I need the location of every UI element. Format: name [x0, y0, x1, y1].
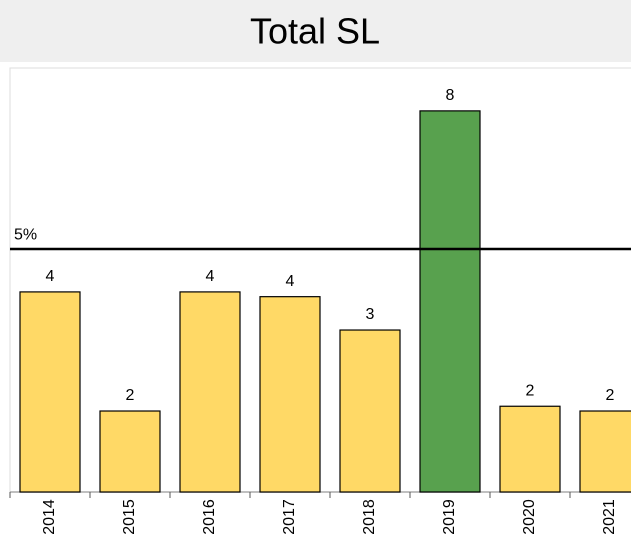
x-tick-label: 2014	[41, 499, 58, 535]
data-label: 4	[206, 268, 215, 285]
bar	[179, 291, 241, 493]
data-label: 2	[526, 382, 535, 399]
bar	[99, 410, 161, 493]
chart-title: Total SL	[250, 11, 380, 52]
data-label: 2	[126, 387, 135, 404]
x-tick-label: 2015	[121, 499, 138, 535]
title-band	[0, 0, 631, 62]
bar	[19, 291, 81, 493]
x-tick-label: 2019	[441, 499, 458, 535]
data-label: 2	[606, 387, 615, 404]
bar	[579, 410, 631, 493]
x-tick-label: 2017	[281, 499, 298, 535]
data-label: 8	[446, 87, 455, 104]
x-tick-label: 2016	[201, 499, 218, 535]
threshold-label: 5%	[14, 226, 37, 243]
bar	[419, 110, 481, 493]
x-tick-label: 2018	[361, 499, 378, 535]
data-label: 3	[366, 306, 375, 323]
bar	[499, 405, 561, 493]
bar	[339, 329, 401, 493]
x-tick-label: 2020	[521, 499, 538, 535]
data-label: 4	[46, 268, 55, 285]
data-label: 4	[286, 273, 295, 290]
x-tick-label: 2021	[601, 499, 618, 535]
bar	[259, 296, 321, 493]
